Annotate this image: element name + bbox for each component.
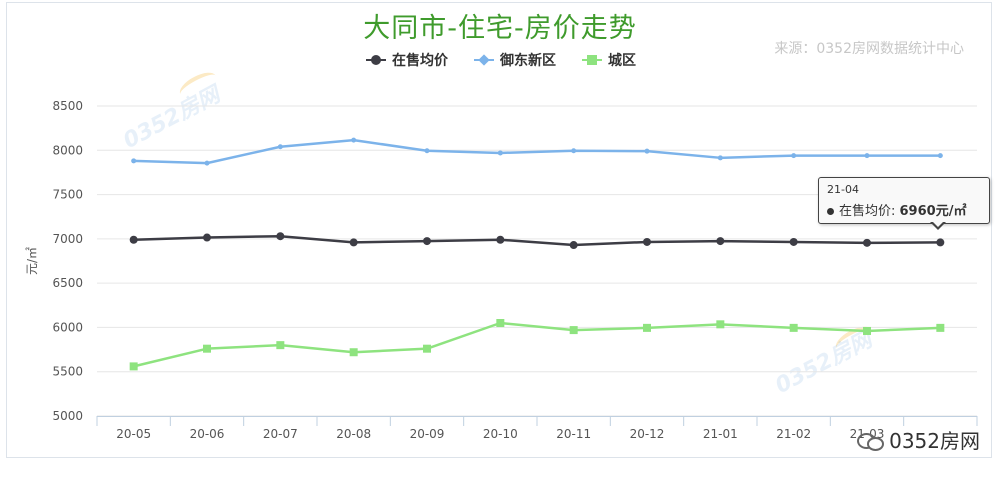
x-tick-label: 20-11 <box>556 427 591 441</box>
series-point-1 <box>644 148 650 154</box>
series-point-2 <box>643 323 651 332</box>
series-point-2 <box>129 362 138 371</box>
series-point-0 <box>496 235 505 244</box>
series-point-1 <box>571 148 577 154</box>
series-point-2 <box>569 326 578 335</box>
legend-label-chengqu: 城区 <box>608 53 636 69</box>
series-point-2 <box>276 341 285 350</box>
tooltip: 21-04 在售均价: 6960元/㎡ <box>818 177 990 224</box>
series-point-2 <box>349 348 358 357</box>
series-point-0 <box>643 237 651 246</box>
brand-badge-label: 0352房网 <box>889 429 980 453</box>
x-tick-label: 20-05 <box>116 427 151 441</box>
legend-marker-avg <box>366 54 386 66</box>
series-point-0 <box>423 237 431 246</box>
series-point-0 <box>716 237 725 246</box>
y-tick-label: 8500 <box>52 99 83 113</box>
series-point-1 <box>937 153 943 159</box>
x-tick-label: 21-02 <box>776 427 811 441</box>
series-point-1 <box>791 153 797 159</box>
data-source: 来源：0352房网数据统计中心 <box>774 41 964 57</box>
tooltip-dot-icon <box>827 208 834 215</box>
series-point-0 <box>936 238 945 247</box>
chart-frame <box>6 2 992 458</box>
series-point-1 <box>277 144 283 150</box>
series-point-0 <box>203 233 211 242</box>
legend-item-avg[interactable]: 在售均价 <box>366 50 448 70</box>
tooltip-date: 21-04 <box>827 183 859 196</box>
series-point-1 <box>204 160 210 166</box>
legend-item-chengqu[interactable]: 城区 <box>582 50 636 70</box>
tooltip-arrow-inner <box>932 221 944 227</box>
x-tick-label: 20-10 <box>483 427 518 441</box>
series-line-0 <box>133 234 941 247</box>
legend-label-avg: 在售均价 <box>392 53 448 69</box>
legend-label-yudong: 御东新区 <box>500 53 556 69</box>
series-point-0 <box>129 235 138 244</box>
x-tick-label: 20-07 <box>263 427 298 441</box>
series-point-1 <box>131 158 137 164</box>
x-tick-label: 20-12 <box>630 427 665 441</box>
series-point-2 <box>423 344 431 353</box>
axes: 5000 5500 6000 6500 7000 7500 8000 8500 20-05 20-… <box>25 99 978 441</box>
y-tick-label: 6000 <box>52 320 83 334</box>
legend-item-yudong[interactable]: 御东新区 <box>474 50 556 70</box>
legend: 在售均价 御东新区 城区 <box>366 50 636 70</box>
legend-marker-yudong <box>474 54 494 66</box>
x-tick-label: 21-01 <box>703 427 738 441</box>
series-point-2 <box>496 319 505 327</box>
y-axis-label: 元/㎡ <box>25 247 39 275</box>
series-point-0 <box>789 237 798 246</box>
series-point-2 <box>716 320 725 329</box>
series-point-2 <box>789 323 798 332</box>
wechat-icon <box>857 429 885 451</box>
series <box>129 137 945 371</box>
series-point-0 <box>276 232 285 241</box>
brand-badge: 0352房网 <box>857 425 980 454</box>
y-tick-label: 5000 <box>52 409 83 423</box>
y-tick-label: 6500 <box>52 276 83 290</box>
series-point-0 <box>569 241 578 250</box>
y-tick-label: 7500 <box>52 188 83 202</box>
x-tick-label: 20-09 <box>410 427 445 441</box>
chart-title: 大同市-住宅-房价走势 <box>363 13 637 44</box>
series-point-0 <box>349 238 358 247</box>
series-point-1 <box>351 137 357 143</box>
series-point-1 <box>864 153 870 159</box>
x-tick-label: 20-08 <box>336 427 371 441</box>
tooltip-line: 在售均价: 6960元/㎡ <box>827 200 966 219</box>
x-tick-label: 20-06 <box>190 427 225 441</box>
series-point-2 <box>936 323 945 332</box>
tooltip-value: 6960元/㎡ <box>899 204 967 219</box>
series-line-1 <box>133 138 941 165</box>
series-point-1 <box>424 148 430 154</box>
tooltip-series-label: 在售均价: <box>839 204 900 219</box>
series-line-2 <box>133 321 941 368</box>
series-point-1 <box>717 155 723 161</box>
y-tick-label: 8000 <box>52 143 83 157</box>
y-tick-label: 7000 <box>52 232 83 246</box>
legend-marker-chengqu <box>582 54 602 66</box>
y-tick-label: 5500 <box>52 365 83 379</box>
series-point-1 <box>497 150 503 156</box>
series-point-0 <box>863 238 871 247</box>
series-point-2 <box>203 344 211 353</box>
series-point-2 <box>863 326 871 335</box>
